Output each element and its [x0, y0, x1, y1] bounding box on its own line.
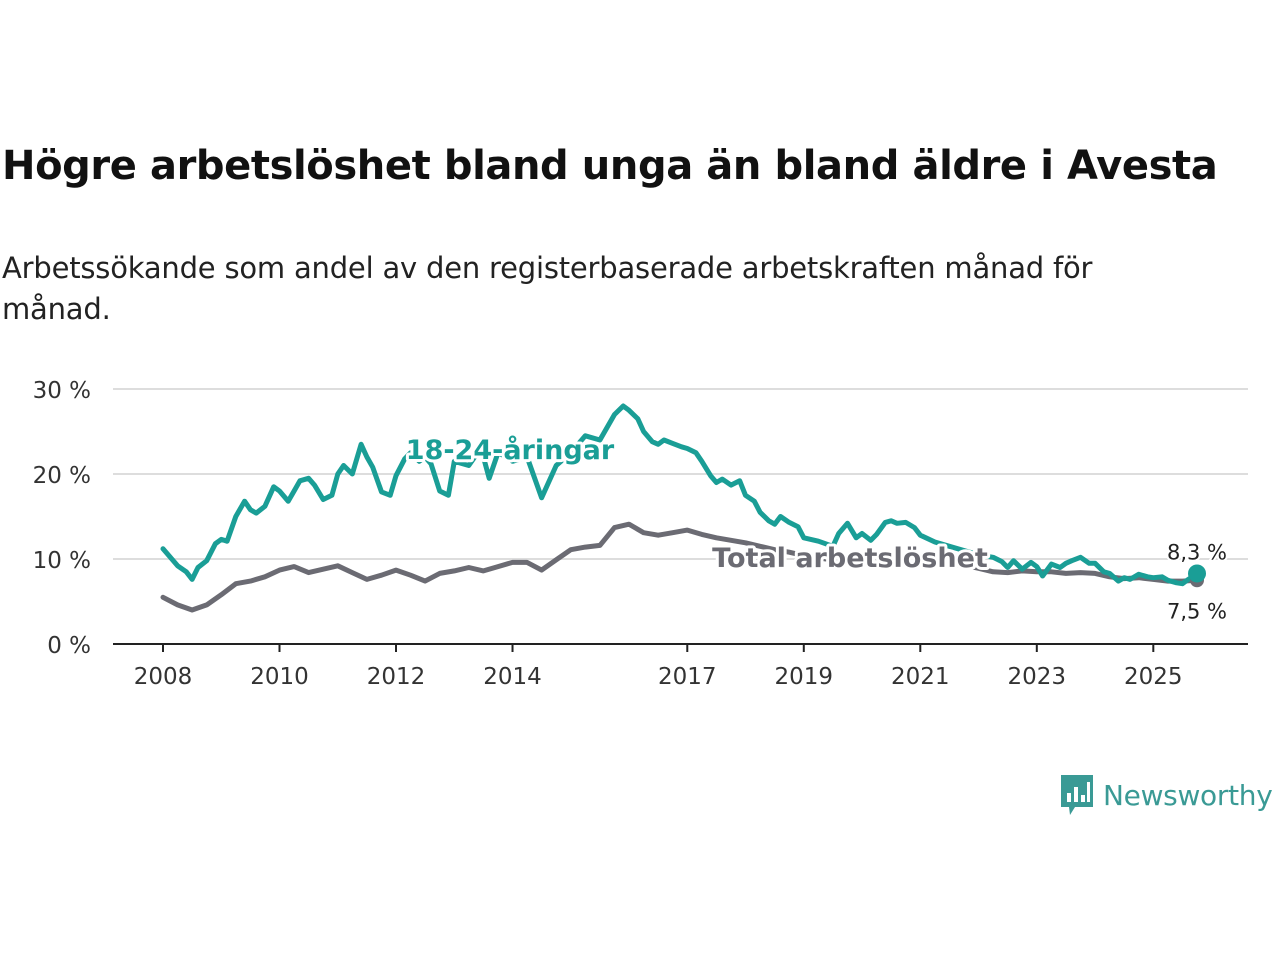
x-tick-label: 2010 [250, 664, 309, 690]
series-label-youth: 18-24-åringar [406, 434, 615, 466]
bar-chart-logo-icon [1061, 775, 1093, 815]
y-axis-ticks: 0 % 10 % 20 % 30 % [33, 378, 91, 659]
y-tick-label: 20 % [33, 463, 91, 489]
x-tick-label: 2008 [134, 664, 193, 690]
x-tick-label: 2025 [1124, 664, 1183, 690]
x-tick-label: 2023 [1008, 664, 1067, 690]
x-tick-label: 2021 [891, 664, 950, 690]
x-tick-label: 2014 [483, 664, 542, 690]
line-chart: 0 % 10 % 20 % 30 % 2008 2010 2012 2014 2017 2019… [33, 378, 1248, 690]
y-tick-label: 30 % [33, 378, 91, 404]
newsworthy-logo: Newsworthy [1059, 773, 1273, 817]
x-tick-label: 2017 [658, 664, 717, 690]
series-labels: 18-24-åringar Total arbetslöshet 8,3 % 7,5 … [403, 431, 1229, 625]
series-line-total [160, 521, 1200, 613]
series-label-total: Total arbetslöshet [712, 543, 988, 574]
series-lines [160, 403, 1200, 613]
brand-name: Newsworthy [1103, 778, 1273, 812]
y-tick-label: 0 % [47, 633, 91, 659]
x-axis: 2008 2010 2012 2014 2017 2019 2021 2023 2025 [113, 643, 1248, 690]
gridlines [113, 388, 1248, 560]
chart-subtitle: Arbetssökande som andel av den registerb… [2, 251, 1093, 326]
x-tick-label: 2019 [775, 664, 834, 690]
series-line-youth [160, 403, 1200, 587]
y-tick-label: 10 % [33, 548, 91, 574]
chart-title: Högre arbetslöshet bland unga än bland ä… [2, 143, 1218, 189]
end-label-youth: 8,3 % [1167, 540, 1227, 564]
end-label-total: 7,5 % [1167, 599, 1227, 623]
end-marker-youth [1188, 564, 1206, 583]
x-tick-label: 2012 [367, 664, 426, 690]
